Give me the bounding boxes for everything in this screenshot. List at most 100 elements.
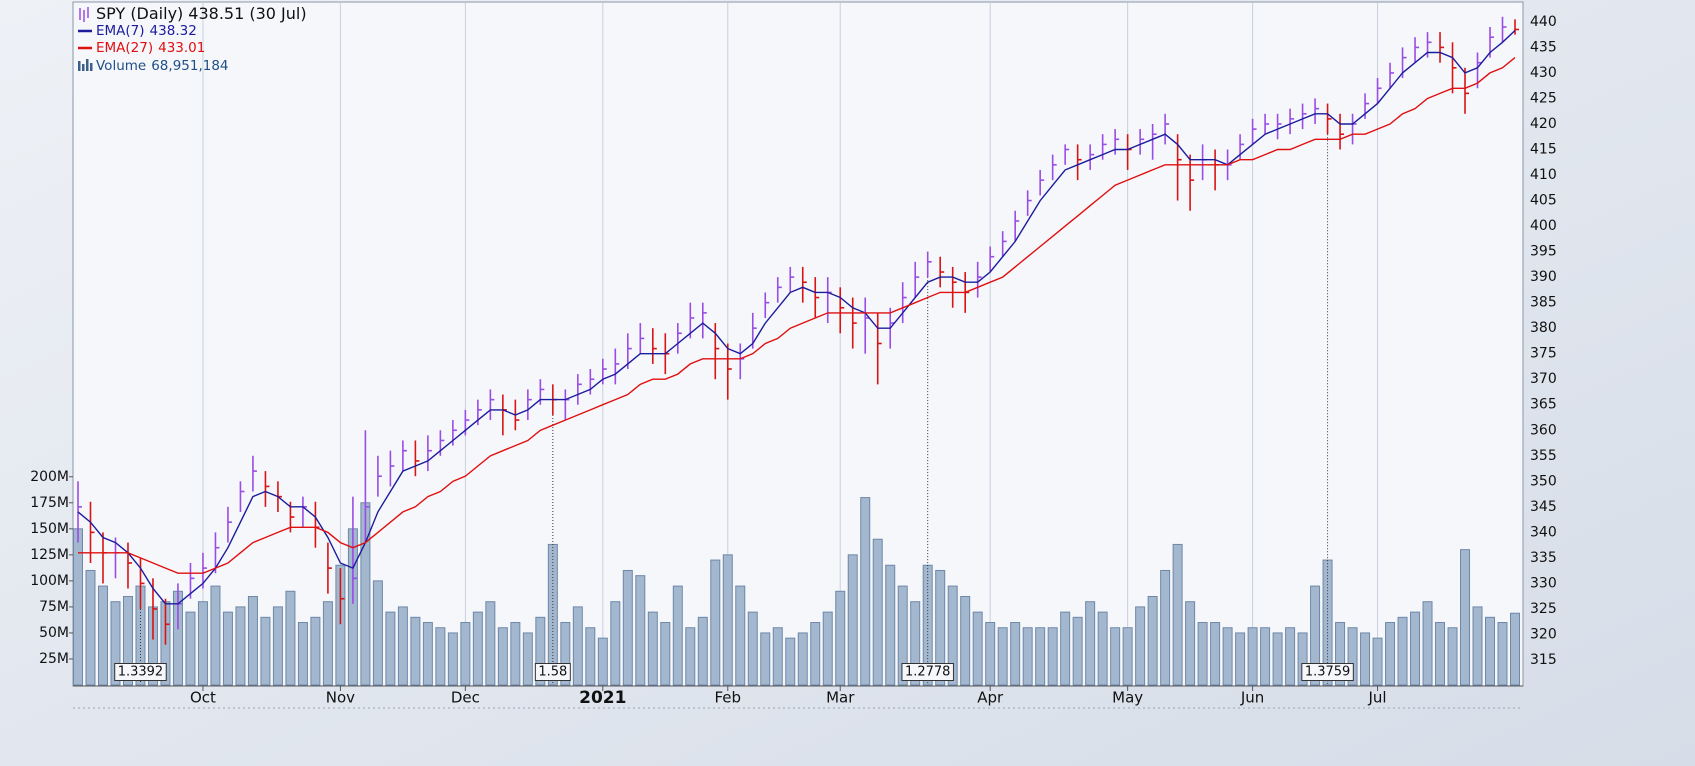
y2-tick-label: 380 (1530, 320, 1557, 336)
x-tick-label: 2021 (579, 688, 626, 708)
volume-bar (1110, 627, 1121, 686)
volume-bar (735, 585, 746, 686)
volume-bar (772, 627, 783, 686)
y-tick-label: 75M (39, 599, 69, 615)
y-tick-label: 50M (39, 625, 69, 641)
volume-bar (460, 622, 471, 686)
volume-bar (485, 601, 496, 686)
legend: SPY (Daily) 438.51 (30 Jul) EMA(7) 438.32EM… (78, 4, 307, 74)
volume-bar (985, 622, 996, 686)
y2-tick-label: 400 (1530, 218, 1557, 234)
y2-tick-label: 320 (1530, 626, 1557, 642)
y2-tick-label: 365 (1530, 397, 1557, 413)
x-tick-label: Jun (1240, 689, 1264, 707)
legend-entry: SPY (Daily) 438.51 (30 Jul) (96, 4, 307, 23)
marker-box (1301, 663, 1354, 681)
volume-bar (797, 632, 808, 686)
volume-bar (1060, 611, 1071, 686)
volume-bar (372, 580, 383, 686)
y2-tick-label: 420 (1530, 116, 1557, 132)
ema-line (77, 29, 1516, 605)
volume-bar (222, 611, 233, 686)
legend-name: EMA(27) (96, 40, 153, 56)
volume-bar (85, 569, 96, 686)
marker-label: 1.58 (538, 665, 567, 680)
axes: 315 320 325 330 335 340 345 350 355 360 365 370 375 3… (30, 14, 1557, 709)
volume-bar (972, 611, 983, 686)
volume-bar (1385, 622, 1396, 686)
volume-bar (522, 632, 533, 686)
volume-bar (1260, 627, 1271, 686)
volume-bar (435, 627, 446, 686)
volume-bar (1485, 616, 1496, 686)
volume-bar (597, 637, 608, 686)
x-tick-label: May (1112, 689, 1143, 707)
volume-bar (897, 585, 908, 686)
y2-tick-label: 385 (1530, 295, 1557, 311)
x-tick-label: Dec (451, 689, 480, 707)
x-tick-label: Mar (826, 689, 855, 707)
volume-bar (1247, 627, 1258, 686)
volume-bar (1460, 549, 1471, 686)
volume-bar (872, 538, 883, 686)
legend-icon-volume (78, 59, 93, 71)
volume-bar (622, 569, 633, 686)
y2-tick-label: 370 (1530, 371, 1557, 387)
y-tick-label: 150M (30, 521, 69, 537)
volume-bar (635, 575, 646, 686)
volume-bar (1035, 627, 1046, 686)
volume-bar (110, 601, 121, 686)
volume-bar (385, 611, 396, 686)
volume-bar (710, 559, 721, 686)
volume-bar (997, 627, 1008, 686)
volume-bar (510, 622, 521, 686)
y-tick-label: 175M (30, 495, 69, 511)
volume-bar (297, 622, 308, 686)
volume-layer (73, 497, 1520, 686)
volume-bar (1335, 622, 1346, 686)
volume-bar (910, 601, 921, 686)
volume-bar (472, 611, 483, 686)
y2-tick-label: 350 (1530, 473, 1557, 489)
y2-tick-label: 315 (1530, 652, 1557, 668)
volume-bar (1347, 627, 1358, 686)
volume-bar (672, 585, 683, 686)
y2-tick-label: 395 (1530, 244, 1557, 260)
volume-bar (1435, 622, 1446, 686)
volume-bar (1047, 627, 1058, 686)
volume-bar (1397, 616, 1408, 686)
volume-bar (1072, 616, 1083, 686)
legend-value: 438.51 (30 Jul) (188, 4, 306, 23)
volume-bar (1297, 632, 1308, 686)
legend-value: 433.01 (158, 40, 205, 56)
volume-bar (397, 606, 408, 686)
volume-bar (122, 595, 133, 686)
marker-layer: 1.3392 1.58 1.2778 1.3759 (114, 134, 1354, 684)
marker-box (114, 663, 167, 681)
volume-bar (1122, 627, 1133, 686)
y2-tick-label: 325 (1530, 601, 1557, 617)
volume-bar (1197, 622, 1208, 686)
x-tick-label: Oct (190, 689, 216, 707)
volume-bar (535, 616, 546, 686)
y2-tick-label: 355 (1530, 448, 1557, 464)
volume-bar (1322, 559, 1333, 686)
volume-bar (610, 601, 621, 686)
y2-tick-label: 425 (1530, 90, 1557, 106)
y-tick-label: 100M (30, 573, 69, 589)
volume-bar (422, 622, 433, 686)
y2-tick-label: 410 (1530, 167, 1557, 183)
volume-bar (185, 611, 196, 686)
volume-bar (947, 585, 958, 686)
y-tick-label: 125M (30, 547, 69, 563)
ema-line (78, 57, 1516, 574)
y2-tick-label: 335 (1530, 550, 1557, 566)
volume-bar (935, 569, 946, 686)
volume-bar (647, 611, 658, 686)
volume-bar (685, 627, 696, 686)
volume-bar (247, 595, 258, 686)
volume-bar (1422, 601, 1433, 686)
x-tick-label: Nov (326, 689, 355, 707)
volume-bar (835, 590, 846, 686)
volume-bar (210, 585, 221, 686)
